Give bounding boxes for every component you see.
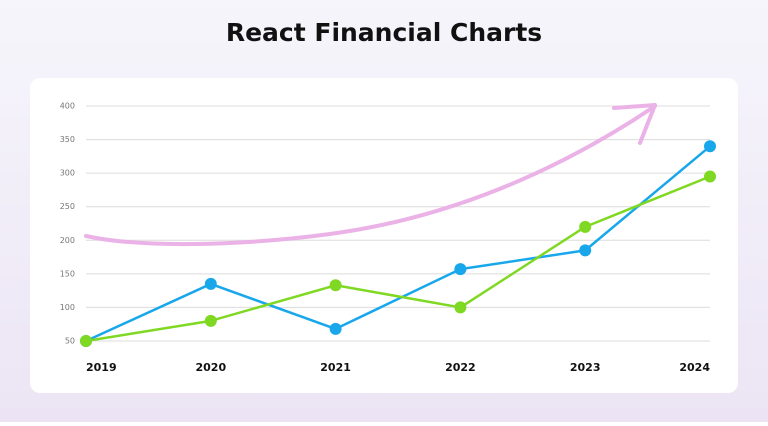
x-tick-label: 2024 bbox=[679, 361, 710, 374]
plot bbox=[80, 140, 716, 347]
data-point bbox=[704, 170, 716, 183]
data-point bbox=[204, 314, 217, 327]
data-point bbox=[329, 322, 342, 335]
trend-arrow-head bbox=[612, 103, 657, 145]
data-point bbox=[204, 277, 217, 290]
y-tick-label: 50 bbox=[65, 337, 75, 346]
x-tick-label: 2019 bbox=[86, 361, 117, 374]
grid: 50 100 150 200 250 300 350 400 2019 2020 2021 2022 2… bbox=[60, 102, 711, 375]
x-tick-label: 2020 bbox=[195, 361, 226, 374]
y-tick-label: 250 bbox=[60, 202, 75, 211]
series-line bbox=[85, 145, 711, 343]
y-tick-label: 200 bbox=[60, 236, 75, 245]
x-tick-label: 2021 bbox=[320, 361, 351, 374]
y-tick-label: 400 bbox=[60, 102, 75, 111]
chart-card bbox=[30, 78, 738, 393]
data-point bbox=[454, 301, 467, 314]
data-point bbox=[454, 263, 467, 276]
data-point bbox=[579, 244, 592, 257]
y-tick-label: 350 bbox=[60, 135, 75, 144]
data-point bbox=[80, 335, 92, 347]
data-point bbox=[329, 279, 342, 292]
series-line bbox=[85, 175, 711, 343]
x-tick-label: 2023 bbox=[570, 361, 601, 374]
data-point bbox=[579, 220, 592, 233]
chart-title: React Financial Charts bbox=[226, 18, 542, 47]
data-point bbox=[704, 140, 716, 153]
trend-arrow bbox=[84, 104, 657, 247]
y-tick-label: 100 bbox=[60, 303, 75, 312]
x-tick-label: 2022 bbox=[445, 361, 476, 374]
y-tick-label: 300 bbox=[60, 169, 75, 178]
y-tick-label: 150 bbox=[60, 269, 75, 278]
